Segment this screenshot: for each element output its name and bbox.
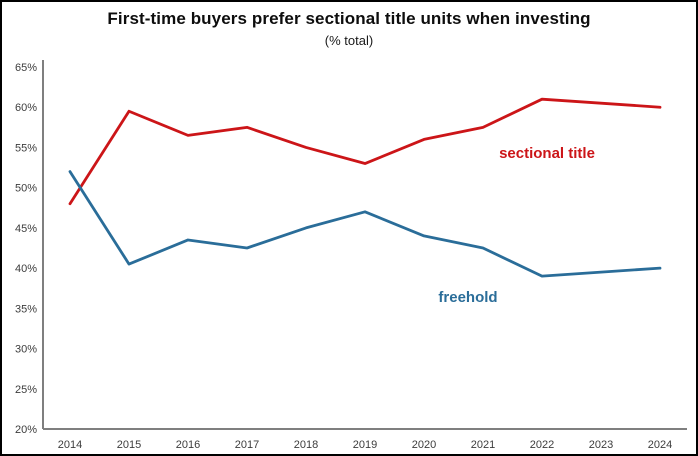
chart-subtitle: (% total)	[324, 33, 374, 48]
y-tick-label: 55%	[15, 142, 37, 154]
x-tick-label: 2018	[294, 439, 318, 451]
y-tick-label: 65%	[15, 62, 37, 74]
y-tick-label: 50%	[15, 183, 37, 195]
series-line-freehold	[68, 170, 662, 278]
series-line-sectional-title	[68, 97, 662, 206]
y-tick-label: 30%	[15, 344, 37, 356]
series-label-freehold: freehold	[438, 289, 497, 306]
chart-title: First-time buyers prefer sectional title…	[107, 9, 591, 28]
series-label-sectional-title: sectional title	[499, 145, 595, 162]
y-tick-label: 35%	[15, 303, 37, 315]
y-tick-label: 45%	[15, 223, 37, 235]
x-tick-label: 2015	[117, 439, 141, 451]
x-tick-label: 2020	[412, 439, 436, 451]
x-tick-label: 2023	[589, 439, 613, 451]
x-tick-label: 2024	[648, 439, 672, 451]
x-tick-label: 2022	[530, 439, 554, 451]
x-tick-label: 2021	[471, 439, 495, 451]
x-tick-label: 2017	[235, 439, 259, 451]
y-tick-label: 20%	[15, 424, 37, 436]
y-tick-label: 40%	[15, 263, 37, 275]
x-tick-label: 2016	[176, 439, 200, 451]
x-tick-label: 2014	[58, 439, 82, 451]
x-tick-label: 2019	[353, 439, 377, 451]
y-tick-label: 25%	[15, 384, 37, 396]
y-tick-label: 60%	[15, 102, 37, 114]
